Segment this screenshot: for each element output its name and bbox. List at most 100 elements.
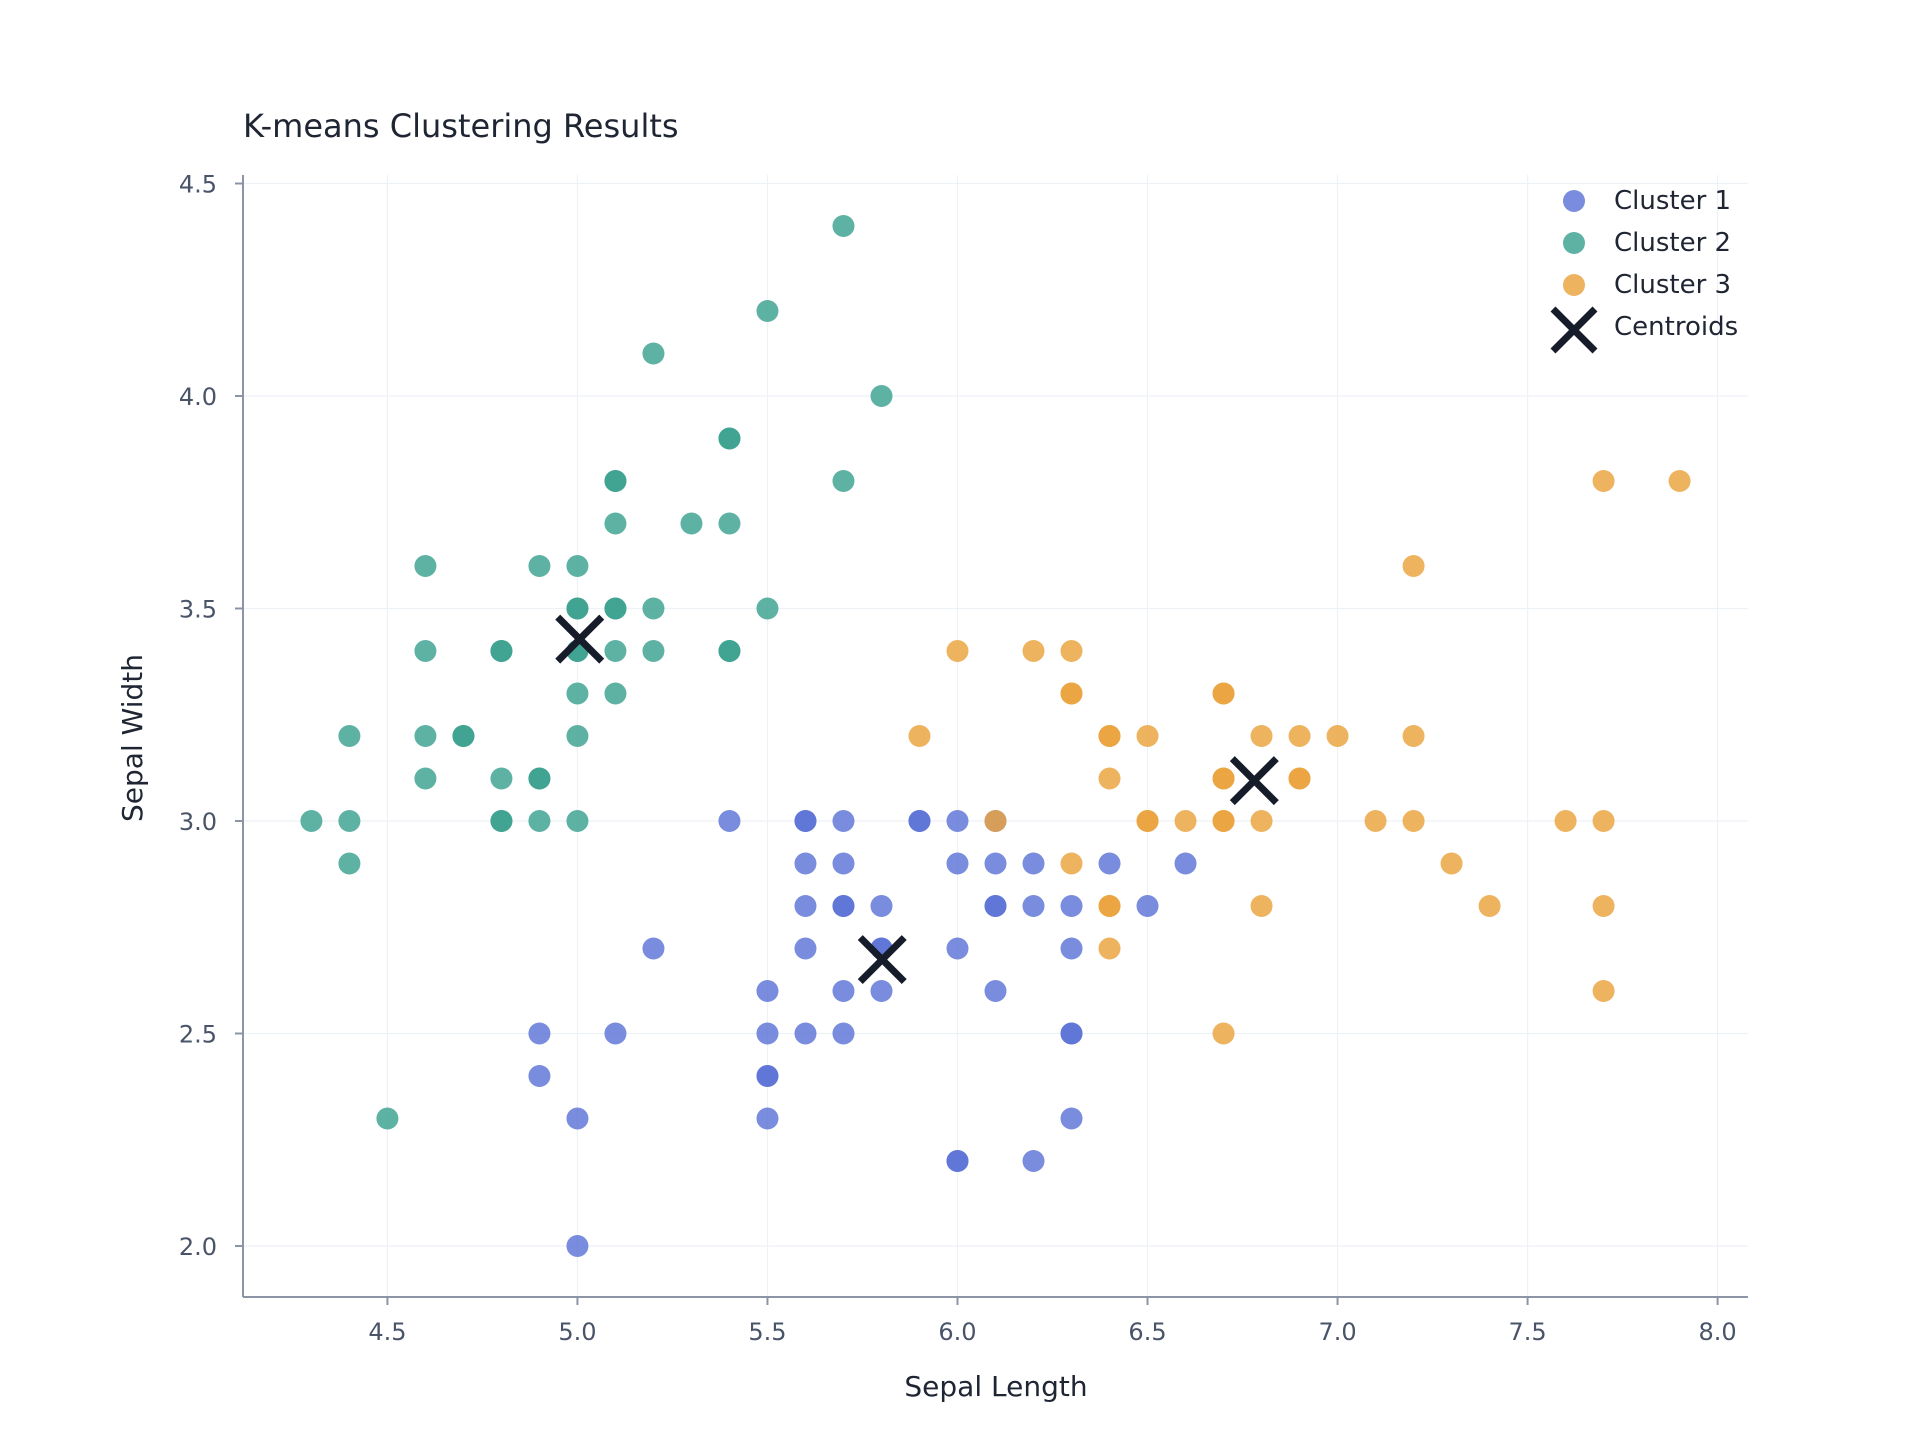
data-point-cluster-1 [1060, 937, 1083, 960]
data-point-cluster-2 [490, 640, 513, 662]
data-point-cluster-3 [1326, 725, 1349, 747]
data-point-cluster-1 [756, 1022, 779, 1045]
x-tick-label: 6.0 [938, 1318, 976, 1346]
data-point-cluster-1 [832, 895, 855, 917]
data-point-cluster-2 [604, 597, 627, 620]
data-point-cluster-1 [756, 1107, 779, 1130]
data-point-cluster-1 [794, 937, 817, 960]
data-point-cluster-2 [870, 385, 893, 407]
data-point-cluster-1 [1022, 895, 1045, 917]
data-point-cluster-2 [338, 810, 361, 832]
data-point-cluster-2 [414, 555, 437, 577]
data-point-cluster-1 [1060, 895, 1083, 917]
data-point-cluster-2 [566, 810, 589, 832]
data-point-cluster-2 [528, 555, 551, 577]
legend-marker-cluster-3 [1563, 274, 1585, 296]
data-point-cluster-2 [490, 767, 513, 790]
data-point-cluster-2 [376, 1107, 399, 1130]
data-point-cluster-3 [1212, 767, 1235, 790]
x-axis-label: Sepal Length [904, 1370, 1087, 1403]
data-point-cluster-2 [832, 470, 855, 492]
data-point-cluster-3 [1402, 725, 1425, 747]
data-point-cluster-1 [832, 810, 855, 832]
data-point-cluster-3 [1592, 470, 1615, 492]
data-point-cluster-2 [832, 215, 855, 237]
data-point-cluster-1 [528, 1022, 551, 1045]
data-point-cluster-1 [642, 937, 665, 960]
data-point-cluster-1 [870, 895, 893, 917]
data-point-cluster-2 [414, 640, 437, 662]
data-point-cluster-1 [946, 810, 969, 832]
data-point-cluster-1 [794, 895, 817, 917]
data-point-cluster-1 [794, 810, 817, 832]
data-point-cluster-3 [984, 810, 1007, 832]
data-point-cluster-1 [1060, 1022, 1083, 1045]
legend-marker-cluster-1 [1563, 190, 1585, 212]
data-point-cluster-3 [1136, 810, 1159, 832]
data-point-cluster-1 [832, 1022, 855, 1045]
y-tick-label: 2.0 [179, 1233, 217, 1261]
data-point-cluster-3 [1098, 937, 1121, 960]
data-point-cluster-2 [566, 725, 589, 747]
data-point-cluster-1 [756, 1065, 779, 1087]
data-point-cluster-1 [566, 1107, 589, 1130]
y-tick-label: 2.5 [179, 1021, 217, 1049]
data-point-cluster-2 [756, 300, 779, 322]
data-point-cluster-3 [1174, 810, 1197, 832]
legend-label-cluster-3: Cluster 3 [1614, 270, 1731, 300]
y-tick-label: 3.5 [179, 596, 217, 624]
x-tick-label: 5.5 [748, 1318, 786, 1346]
data-point-cluster-2 [642, 597, 665, 620]
data-point-cluster-1 [794, 852, 817, 875]
centroid-marker [1229, 756, 1279, 806]
centroid-marker [857, 935, 907, 985]
data-point-cluster-3 [1060, 682, 1083, 705]
data-point-cluster-1 [566, 1235, 589, 1257]
data-point-cluster-2 [604, 640, 627, 662]
data-point-cluster-1 [984, 895, 1007, 917]
data-point-cluster-2 [604, 470, 627, 492]
x-tick-label: 5.0 [558, 1318, 596, 1346]
data-point-cluster-1 [908, 810, 931, 832]
data-point-cluster-2 [642, 342, 665, 365]
data-point-cluster-3 [1250, 895, 1273, 917]
data-point-cluster-3 [1060, 640, 1083, 662]
data-point-cluster-3 [1098, 767, 1121, 790]
data-point-cluster-1 [794, 1022, 817, 1045]
legend-marker-cluster-2 [1563, 232, 1585, 254]
data-point-cluster-3 [1250, 810, 1273, 832]
data-point-cluster-3 [1592, 895, 1615, 917]
x-tick-label: 6.5 [1128, 1318, 1166, 1346]
data-point-cluster-1 [604, 1022, 627, 1045]
legend-label-cluster-2: Cluster 2 [1614, 228, 1731, 258]
centroid-marker [555, 614, 605, 664]
data-point-cluster-3 [1478, 895, 1501, 917]
data-points [300, 215, 1691, 1257]
data-point-cluster-3 [1592, 980, 1615, 1002]
data-point-cluster-2 [680, 512, 703, 535]
data-point-cluster-2 [718, 512, 741, 535]
y-tick-label: 4.0 [179, 383, 217, 411]
data-point-cluster-3 [1098, 895, 1121, 917]
data-point-cluster-2 [566, 682, 589, 705]
data-point-cluster-3 [1098, 725, 1121, 747]
data-point-cluster-1 [1136, 895, 1159, 917]
y-tick-label: 4.5 [179, 171, 217, 199]
data-point-cluster-3 [946, 640, 969, 662]
data-point-cluster-3 [1402, 555, 1425, 577]
data-point-cluster-3 [1288, 767, 1311, 790]
data-point-cluster-2 [604, 682, 627, 705]
axes: 4.5 5.0 5.5 6.0 6.5 7.0 7.5 8.0 2.0 2.5 3.0 3.5 4.0 4… [179, 171, 1748, 1346]
data-point-cluster-3 [1402, 810, 1425, 832]
data-point-cluster-3 [908, 725, 931, 747]
data-point-cluster-3 [1554, 810, 1577, 832]
data-point-cluster-2 [338, 725, 361, 747]
data-point-cluster-1 [1022, 1150, 1045, 1172]
data-point-cluster-1 [718, 810, 741, 832]
data-point-cluster-3 [1212, 810, 1235, 832]
legend-label-centroids: Centroids [1614, 312, 1738, 342]
y-axis-label: Sepal Width [116, 654, 149, 822]
data-point-cluster-1 [984, 852, 1007, 875]
data-point-cluster-3 [1440, 852, 1463, 875]
